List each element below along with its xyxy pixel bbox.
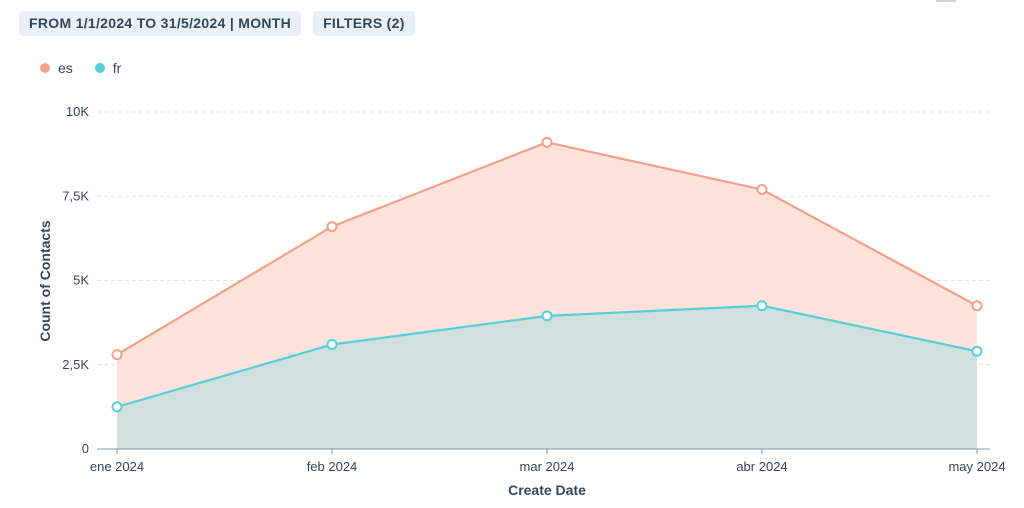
x-axis-title: Create Date — [508, 482, 586, 498]
point-es[interactable] — [971, 300, 983, 312]
legend-item-fr[interactable]: fr — [94, 60, 122, 76]
point-fr[interactable] — [541, 310, 553, 322]
y-tick-label: 2,5K — [62, 357, 89, 372]
y-tick-label: 10K — [66, 104, 89, 119]
point-fr[interactable] — [326, 339, 338, 351]
point-fr[interactable] — [971, 345, 983, 357]
point-es[interactable] — [111, 349, 123, 361]
filters-button[interactable]: FILTERS (2) — [313, 11, 415, 36]
point-fr[interactable] — [111, 401, 123, 413]
area-fr — [117, 305, 977, 449]
legend-dot-fr — [94, 63, 105, 73]
legend-item-es[interactable]: es — [40, 60, 73, 76]
y-tick-label: 0 — [82, 441, 89, 456]
legend-label-es: es — [58, 60, 73, 76]
x-tick-label: ene 2024 — [90, 459, 144, 474]
x-tick-label: may 2024 — [948, 459, 1005, 474]
date-range-button[interactable]: FROM 1/1/2024 TO 31/5/2024 | MONTH — [19, 11, 302, 36]
chart-legend: es fr — [40, 60, 121, 76]
legend-dot-es — [40, 63, 50, 73]
y-tick-label: 7,5K — [62, 188, 89, 203]
toolbar: FROM 1/1/2024 TO 31/5/2024 | MONTH FILTE… — [19, 11, 415, 36]
point-es[interactable] — [541, 136, 553, 148]
x-tick-label: abr 2024 — [736, 459, 787, 474]
x-tick-label: mar 2024 — [520, 459, 575, 474]
y-axis-title: Count of Contacts — [37, 220, 53, 342]
point-es[interactable] — [326, 221, 338, 233]
point-es[interactable] — [756, 184, 768, 196]
point-fr[interactable] — [756, 300, 768, 312]
legend-label-fr: fr — [112, 60, 122, 76]
divider — [936, 0, 956, 2]
x-tick-label: feb 2024 — [307, 459, 358, 474]
y-tick-label: 5K — [73, 273, 89, 288]
